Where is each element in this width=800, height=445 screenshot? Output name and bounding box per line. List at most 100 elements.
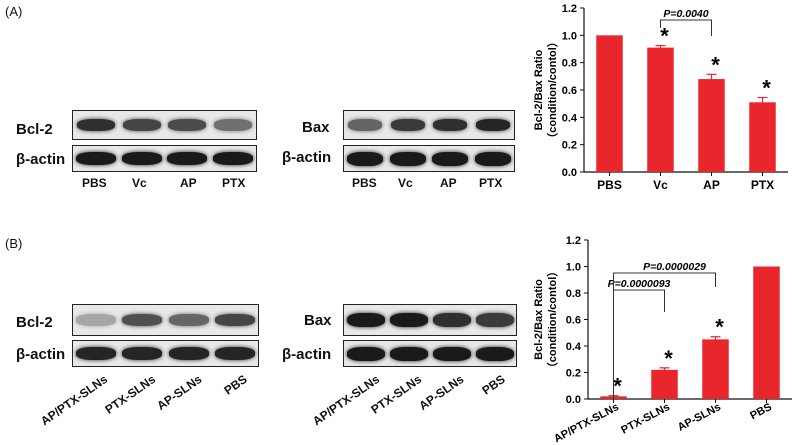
lane-label: AP/PTX-SLNs (310, 372, 383, 429)
blot-band (121, 152, 162, 165)
blot-band (390, 119, 425, 131)
lane-label: PBS (479, 372, 509, 398)
panel-b-label: (B) (5, 236, 23, 251)
y-tick-label: 1.0 (566, 262, 581, 274)
blot-band (168, 119, 207, 131)
bar (647, 47, 674, 173)
blot-row-label: β-actin (16, 346, 66, 363)
western-blot-strip (72, 145, 257, 172)
significance-star: * (762, 76, 771, 101)
y-tick-label: 0.0 (566, 394, 581, 406)
y-tick-label: 0.6 (566, 315, 581, 327)
lane-label: PBS (82, 176, 107, 190)
lane-label: PBS (221, 372, 251, 398)
blot-band (122, 119, 161, 131)
y-axis-label: （condition/contol） (546, 36, 559, 144)
significance-star: * (711, 52, 720, 77)
y-tick-label: 0.8 (562, 58, 577, 70)
bar (596, 35, 623, 173)
lane-label: AP/PTX-SLNs (38, 372, 111, 429)
western-blot-strip (72, 110, 257, 140)
western-blot-strip (72, 304, 259, 336)
blot-row-label: β-actin (16, 151, 66, 168)
blot-row-label: Bcl-2 (16, 121, 53, 138)
p-value-label: P=0.0000029 (643, 261, 706, 273)
lane-label: PTX (479, 176, 503, 190)
blot-band (347, 151, 384, 166)
lane-label: PBS (352, 176, 377, 190)
blot-band (346, 313, 385, 327)
blot-band (122, 314, 163, 326)
blot-band (389, 151, 426, 166)
significance-star: * (660, 24, 669, 49)
bar-chart-a: 0.0 0.2 0.4 0.6 0.8 1.0 1.2 Bcl-2/Bax Ratio （con… (533, 3, 788, 192)
blot-band (167, 152, 208, 165)
significance-star: * (664, 346, 673, 371)
significance-star: * (715, 315, 724, 340)
y-tick-label: 0.4 (566, 341, 582, 353)
p-value-label: P=0.0000093 (608, 278, 671, 290)
bar (651, 369, 678, 399)
western-blot-strip (343, 110, 515, 140)
y-tick-label: 1.2 (566, 235, 581, 247)
blot-band (389, 346, 428, 361)
bar-chart-b: 0.0 0.2 0.4 0.6 0.8 1.0 1.2 Bcl-2/Bax Ratio （con… (533, 235, 792, 445)
blot-band (75, 152, 116, 165)
blot-band (214, 119, 253, 131)
western-blot-strip (343, 340, 517, 367)
lane-label: Vc (398, 176, 413, 190)
western-blot-strip (343, 304, 517, 336)
x-tick-label: PBS (597, 178, 622, 192)
y-tick-label: 0.2 (562, 140, 577, 152)
blot-row-label: Bax (304, 312, 332, 329)
x-tick-label: AP-SLNs (676, 401, 723, 434)
lane-label: AP (180, 176, 197, 190)
blot-band (432, 151, 469, 166)
blot-row-label: Bcl-2 (16, 314, 53, 331)
y-tick-label: 0.0 (562, 167, 577, 179)
x-tick-label: PBS (748, 401, 774, 422)
blot-band (432, 313, 471, 327)
lane-label: PTX-SLNs (102, 372, 159, 417)
x-tick-label: Vc (653, 178, 668, 192)
blot-band (122, 347, 163, 360)
blot-band (474, 151, 511, 166)
panel-a-label: (A) (5, 4, 23, 19)
significance-bracket (660, 19, 712, 36)
blot-band (346, 346, 385, 361)
blot-band (168, 314, 209, 326)
y-tick-label: 1.2 (562, 3, 577, 15)
x-tick-label: AP/PTX-SLNs (552, 401, 621, 445)
y-tick-label: 0.2 (566, 368, 581, 380)
western-blot-strip (343, 145, 515, 172)
y-tick-label: 1.0 (562, 30, 577, 42)
blot-band (475, 346, 514, 361)
x-tick-label: AP (703, 178, 720, 192)
blot-band (168, 347, 209, 360)
bar (749, 102, 776, 172)
blot-band (76, 314, 117, 326)
blot-band (213, 152, 254, 165)
blot-band (76, 347, 117, 360)
y-axis-label: Bcl-2/Bax Ratio (533, 279, 545, 360)
p-value-label: P=0.0040 (663, 8, 708, 20)
lane-label: Vc (132, 176, 147, 190)
blot-band (389, 313, 428, 327)
x-tick-label: PTX-SLNs (619, 401, 672, 437)
bar (702, 339, 729, 399)
y-tick-label: 0.6 (562, 85, 577, 97)
y-tick-label: 0.4 (562, 112, 578, 124)
lane-label: AP-SLNs (415, 372, 467, 413)
blot-band (214, 347, 255, 360)
western-blot-strip (72, 340, 259, 367)
blot-band (432, 346, 471, 361)
blot-band (76, 119, 115, 131)
lane-label: AP (440, 176, 457, 190)
blot-band (475, 119, 510, 131)
bar (753, 266, 780, 399)
significance-star: * (613, 374, 622, 399)
lane-label: AP-SLNs (153, 372, 205, 413)
blot-row-label: β-actin (282, 149, 332, 166)
x-tick-label: PTX (751, 178, 774, 192)
significance-bracket (613, 272, 716, 399)
